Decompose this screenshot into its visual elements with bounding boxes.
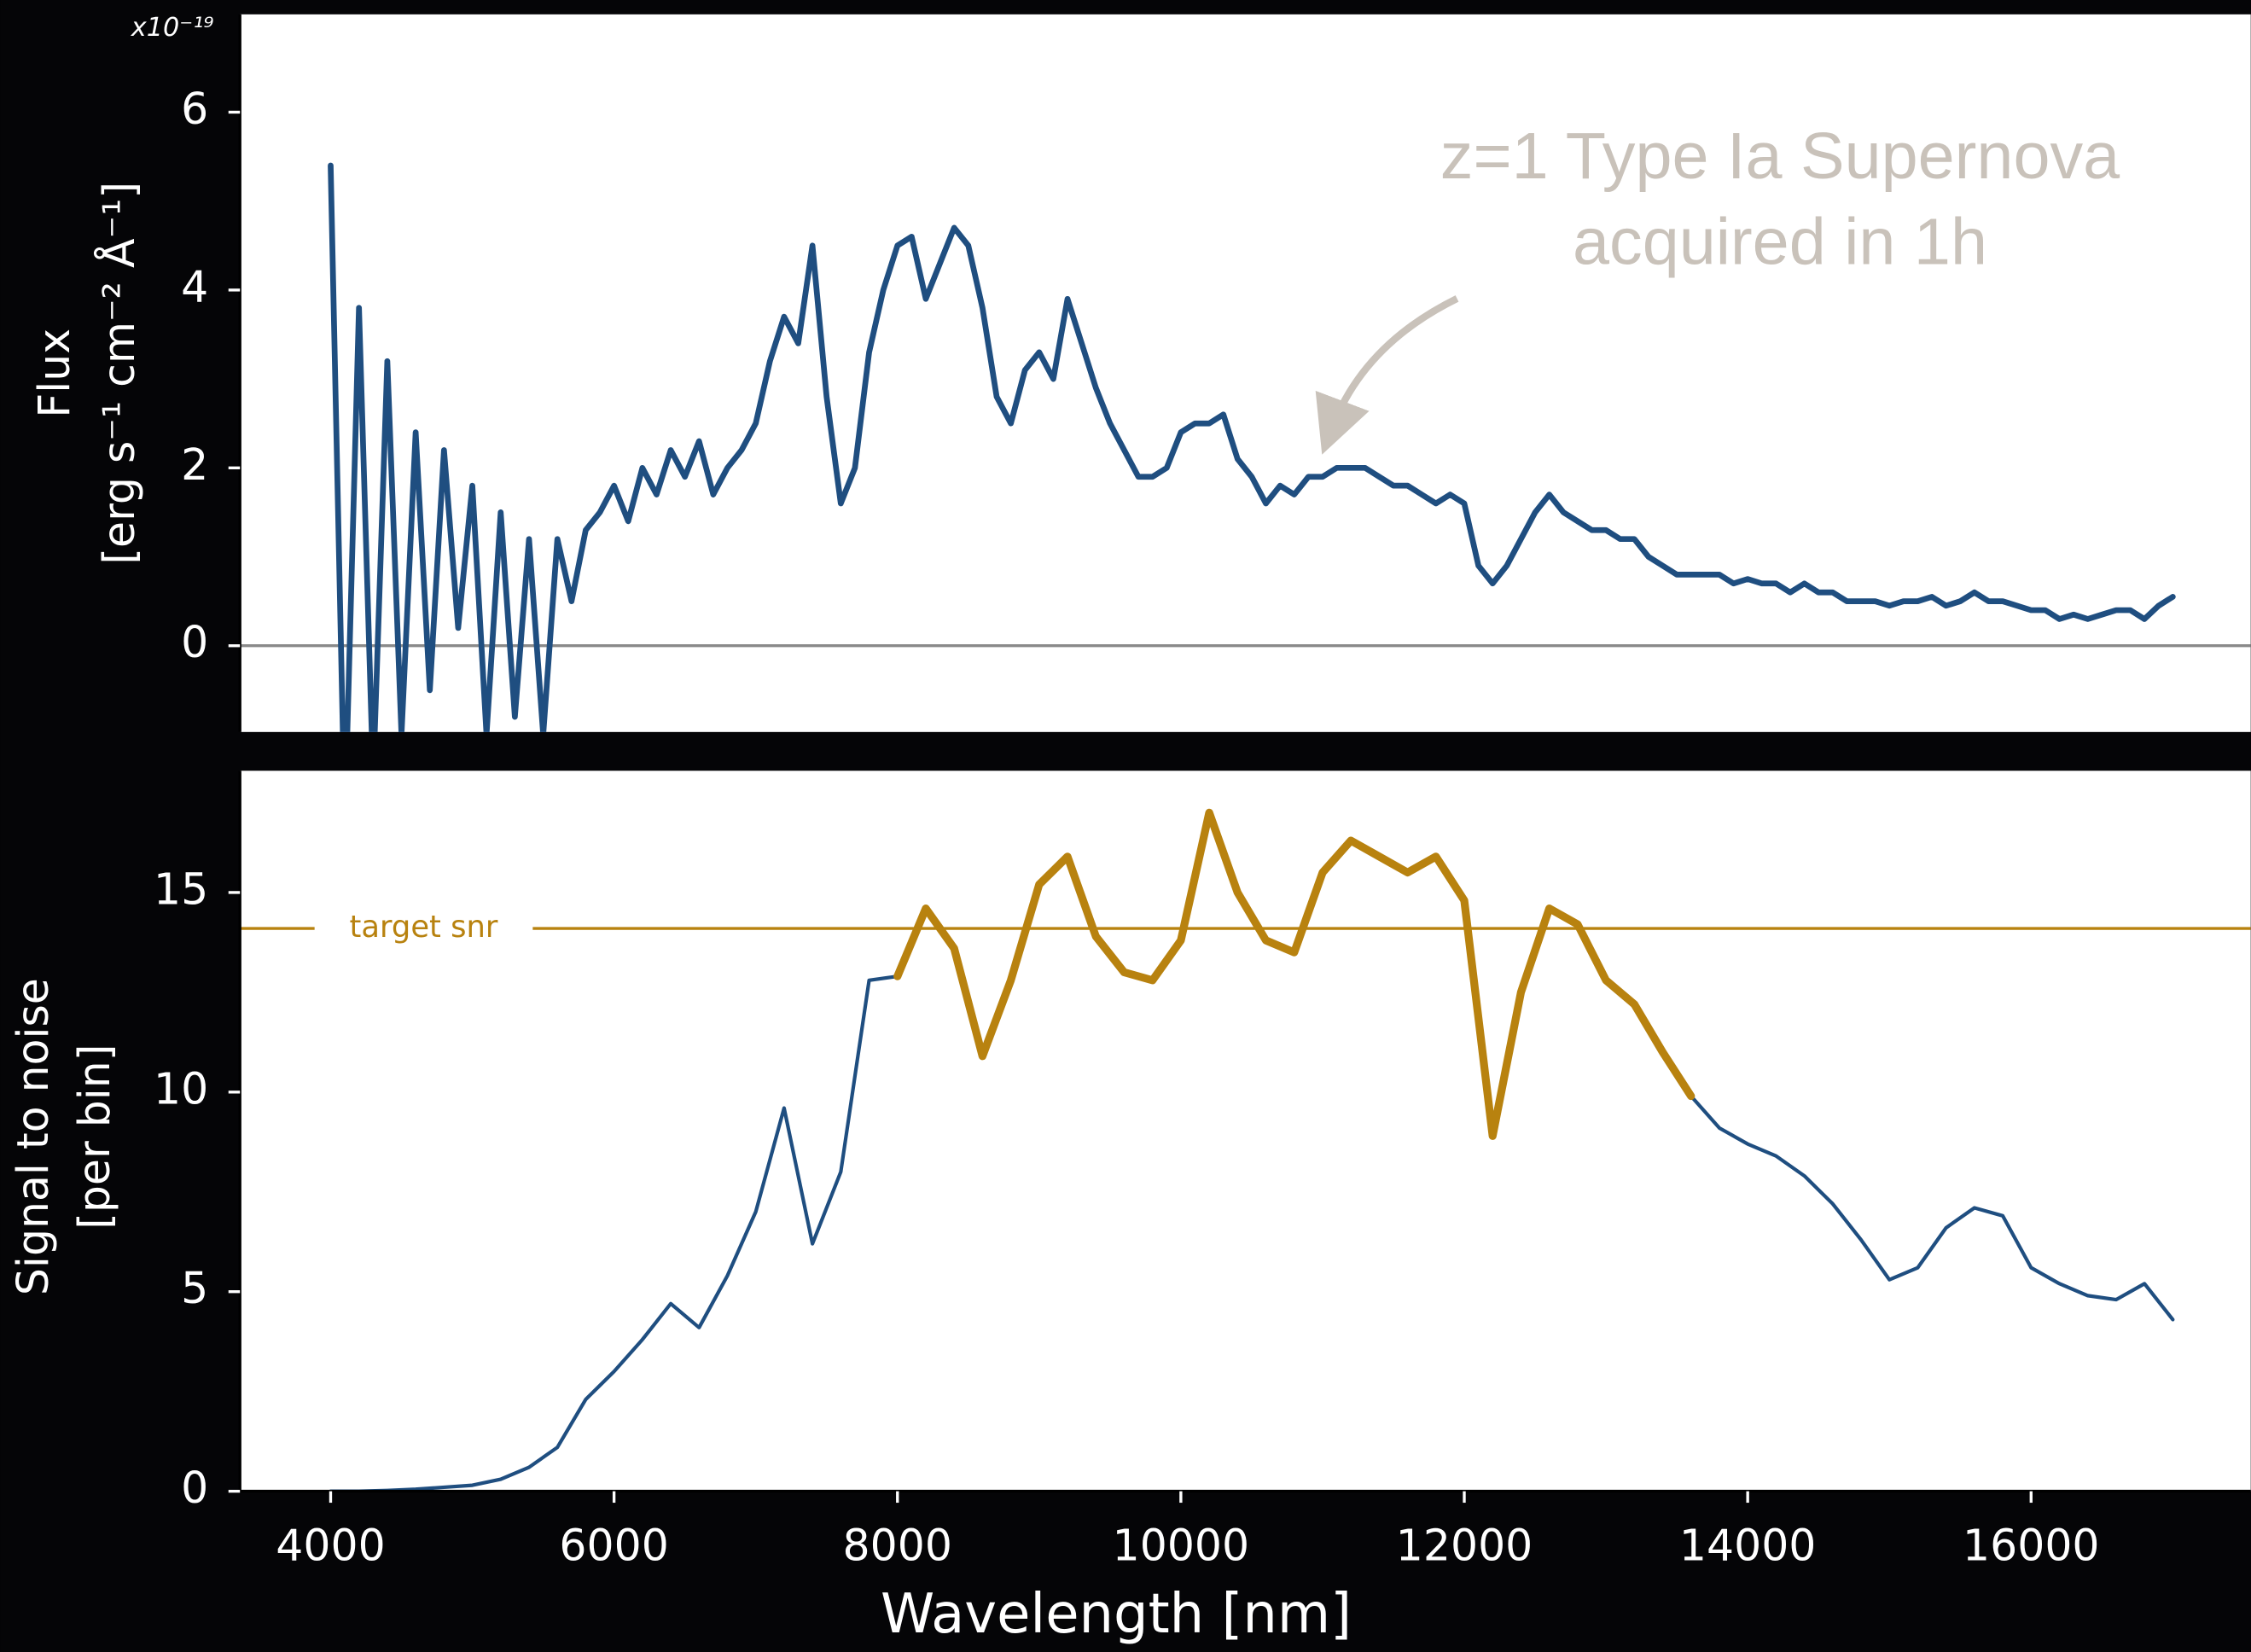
x-tick-label: 4000 — [276, 1520, 385, 1570]
y-tick-label: 10 — [154, 1063, 208, 1114]
annotation-arrow — [1315, 295, 1459, 455]
plots: 0 2 4 6 Flux [erg s⁻¹ cm⁻² Å⁻¹] target snr 0 5 10… — [8, 14, 2251, 1646]
data-line — [328, 162, 2176, 732]
y-axis-label: Signal to noise — [8, 978, 58, 1295]
y-tick-label: 2 — [181, 439, 208, 490]
x-axis-label: Wavelength [nm] — [881, 1583, 1352, 1646]
data-line — [893, 808, 1696, 1140]
reference-label: target snr — [350, 910, 498, 945]
x-tick-label: 8000 — [843, 1520, 952, 1570]
y-axis-label: Flux — [29, 329, 79, 418]
plot — [240, 162, 2251, 732]
annotation: acquired in 1h — [1573, 206, 1987, 279]
y-axis-label: [erg s⁻¹ cm⁻² Å⁻¹] — [94, 182, 144, 565]
y-axis-label: [per bin] — [69, 1044, 119, 1230]
x-tick-label: 6000 — [559, 1520, 668, 1570]
y-tick-label: 6 — [181, 84, 208, 134]
label-background — [314, 908, 533, 949]
y-tick-label: 15 — [154, 864, 208, 914]
annotation: z=1 Type Ia Supernova — [1440, 119, 2120, 193]
plot — [240, 808, 2251, 1492]
plot-area — [240, 14, 2251, 732]
y-scale-label: x10⁻¹⁹ — [131, 13, 214, 43]
plot-area — [240, 771, 2251, 1492]
x-tick-label: 12000 — [1396, 1520, 1533, 1570]
y-tick-label: 0 — [181, 617, 208, 667]
y-tick-label: 4 — [181, 261, 208, 311]
x-tick-label: 10000 — [1113, 1520, 1250, 1570]
x-tick-label: 14000 — [1679, 1520, 1817, 1570]
y-tick-label: 0 — [181, 1463, 208, 1513]
x-tick-label: 16000 — [1963, 1520, 2100, 1570]
y-tick-label: 5 — [181, 1263, 208, 1313]
